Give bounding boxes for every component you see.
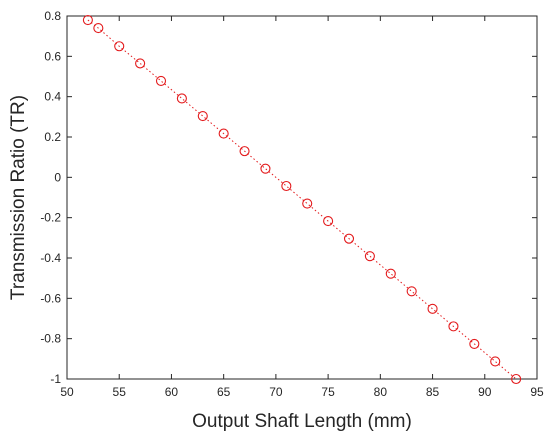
y-tick-label: -0.6 xyxy=(40,291,61,305)
y-tick-label: 0 xyxy=(54,170,61,184)
y-tick-label: -0.2 xyxy=(40,211,61,225)
y-tick-label: 0.8 xyxy=(44,9,61,23)
x-tick-label: 90 xyxy=(478,385,492,399)
data-point xyxy=(427,303,438,314)
x-tick-label: 70 xyxy=(269,385,283,399)
y-tick-label: -0.8 xyxy=(40,332,61,346)
x-tick-label: 75 xyxy=(321,385,335,399)
x-tick-label: 65 xyxy=(217,385,231,399)
y-axis-label: Transmission Ratio (TR) xyxy=(8,95,29,300)
data-point xyxy=(82,14,93,26)
x-tick-label: 95 xyxy=(530,385,544,399)
data-point xyxy=(469,338,480,349)
data-point xyxy=(364,251,375,262)
x-tick-label: 80 xyxy=(374,385,388,399)
data-point xyxy=(176,93,187,104)
data-point xyxy=(281,180,292,192)
data-point xyxy=(385,268,396,279)
plot-area: 50 55 60 65 70 75 80 85 90 95 0.8 0.6 0.4 0.2 0 -0.2 -0.… xyxy=(40,9,544,399)
data-point xyxy=(448,321,459,332)
x-tick-label: 85 xyxy=(426,385,440,399)
x-axis-label: Output Shaft Length (mm) xyxy=(192,411,412,432)
data-point xyxy=(239,146,250,157)
data-point xyxy=(114,41,125,52)
axes-box xyxy=(66,15,538,380)
y-tick-label: 0.2 xyxy=(44,130,61,144)
series-line xyxy=(87,19,517,380)
data-point xyxy=(197,110,208,122)
x-tick-label: 55 xyxy=(113,385,127,399)
data-point xyxy=(260,163,271,174)
data-point xyxy=(93,23,104,34)
data-point xyxy=(406,286,417,297)
data-point xyxy=(343,233,355,244)
data-point xyxy=(302,198,313,209)
y-tick-label: -0.4 xyxy=(40,251,61,265)
y-tick-label: 0.4 xyxy=(44,90,61,104)
data-point xyxy=(490,356,501,367)
y-tick-label: 0.6 xyxy=(44,49,61,63)
data-point xyxy=(155,75,167,86)
data-point xyxy=(218,128,229,139)
y-tick-label: -1 xyxy=(50,372,61,386)
data-point xyxy=(511,373,522,385)
data-point xyxy=(135,58,146,69)
x-tick-label: 60 xyxy=(165,385,179,399)
data-point xyxy=(323,216,334,227)
x-tick-label: 50 xyxy=(60,385,74,399)
